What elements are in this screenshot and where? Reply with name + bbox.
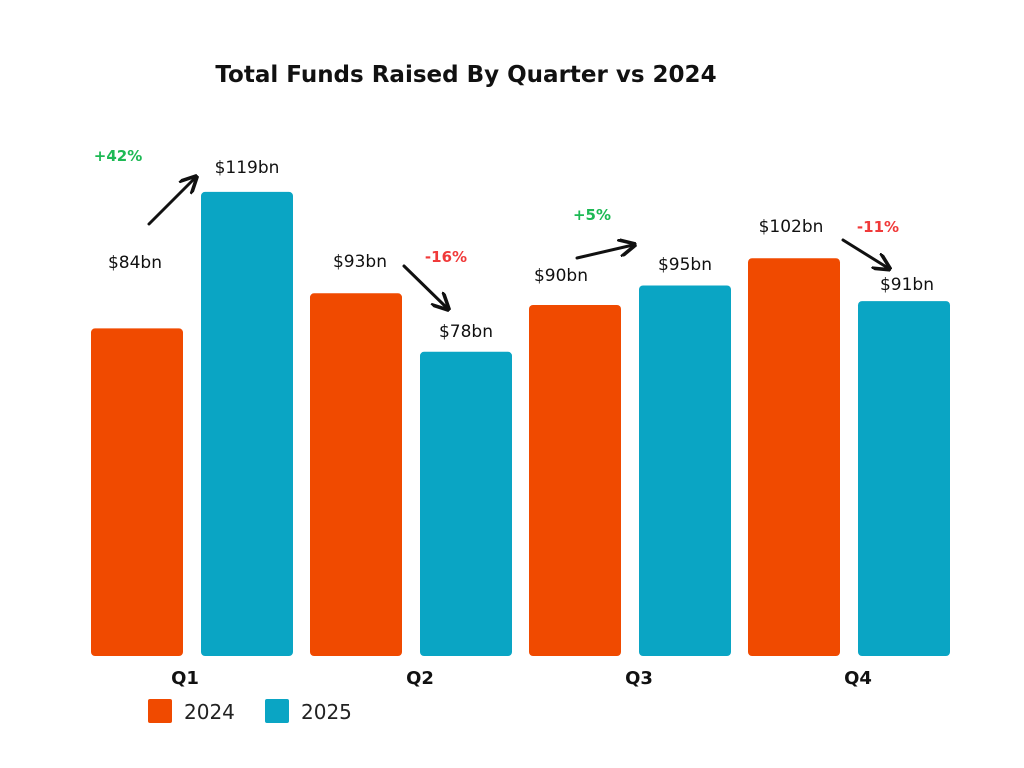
change-label-q3: +5%: [573, 206, 611, 224]
legend: 2024 2025: [148, 699, 352, 724]
value-label-q2-2025: $78bn: [439, 322, 493, 342]
value-label-q3-2024: $90bn: [534, 266, 588, 286]
change-label-q4: -11%: [857, 218, 899, 236]
bar-q2-2025: [420, 351, 512, 656]
bar-q3-2024: [529, 305, 621, 656]
legend-swatch-2025: [265, 699, 289, 723]
value-label-q4-2024: $102bn: [759, 217, 824, 237]
bar-q1-2024: [91, 328, 183, 656]
bars-layer: [91, 191, 950, 656]
arrow-down-icon: [402, 264, 447, 308]
arrow-up-icon: [147, 178, 195, 226]
annotations-layer: +42% -16% +5% -11%: [94, 147, 899, 308]
chart-title: Total Funds Raised By Quarter vs 2024: [215, 62, 716, 88]
category-label-q4: Q4: [844, 668, 872, 689]
bar-q4-2025: [858, 301, 950, 656]
change-label-q2: -16%: [425, 248, 467, 266]
bar-q3-2025: [639, 285, 731, 656]
value-label-q1-2025: $119bn: [215, 158, 280, 178]
category-label-q3: Q3: [625, 668, 653, 689]
value-label-q4-2025: $91bn: [880, 275, 934, 295]
value-label-q1-2024: $84bn: [108, 253, 162, 273]
arrow-down-icon: [841, 238, 888, 268]
legend-swatch-2024: [148, 699, 172, 723]
bar-q4-2024: [748, 258, 840, 656]
legend-label-2025: 2025: [301, 700, 352, 724]
arrow-up-icon: [575, 245, 633, 260]
legend-label-2024: 2024: [184, 700, 235, 724]
category-label-q1: Q1: [171, 668, 199, 689]
change-label-q1: +42%: [94, 147, 142, 165]
value-labels-layer: $84bn $119bn $93bn $78bn $90bn $95bn $102bn $91…: [108, 158, 934, 342]
bar-q2-2024: [310, 293, 402, 656]
value-label-q3-2025: $95bn: [658, 255, 712, 275]
value-label-q2-2024: $93bn: [333, 252, 387, 272]
category-labels-layer: Q1 Q2 Q3 Q4: [171, 668, 872, 689]
category-label-q2: Q2: [406, 668, 434, 689]
bar-q1-2025: [201, 191, 293, 656]
